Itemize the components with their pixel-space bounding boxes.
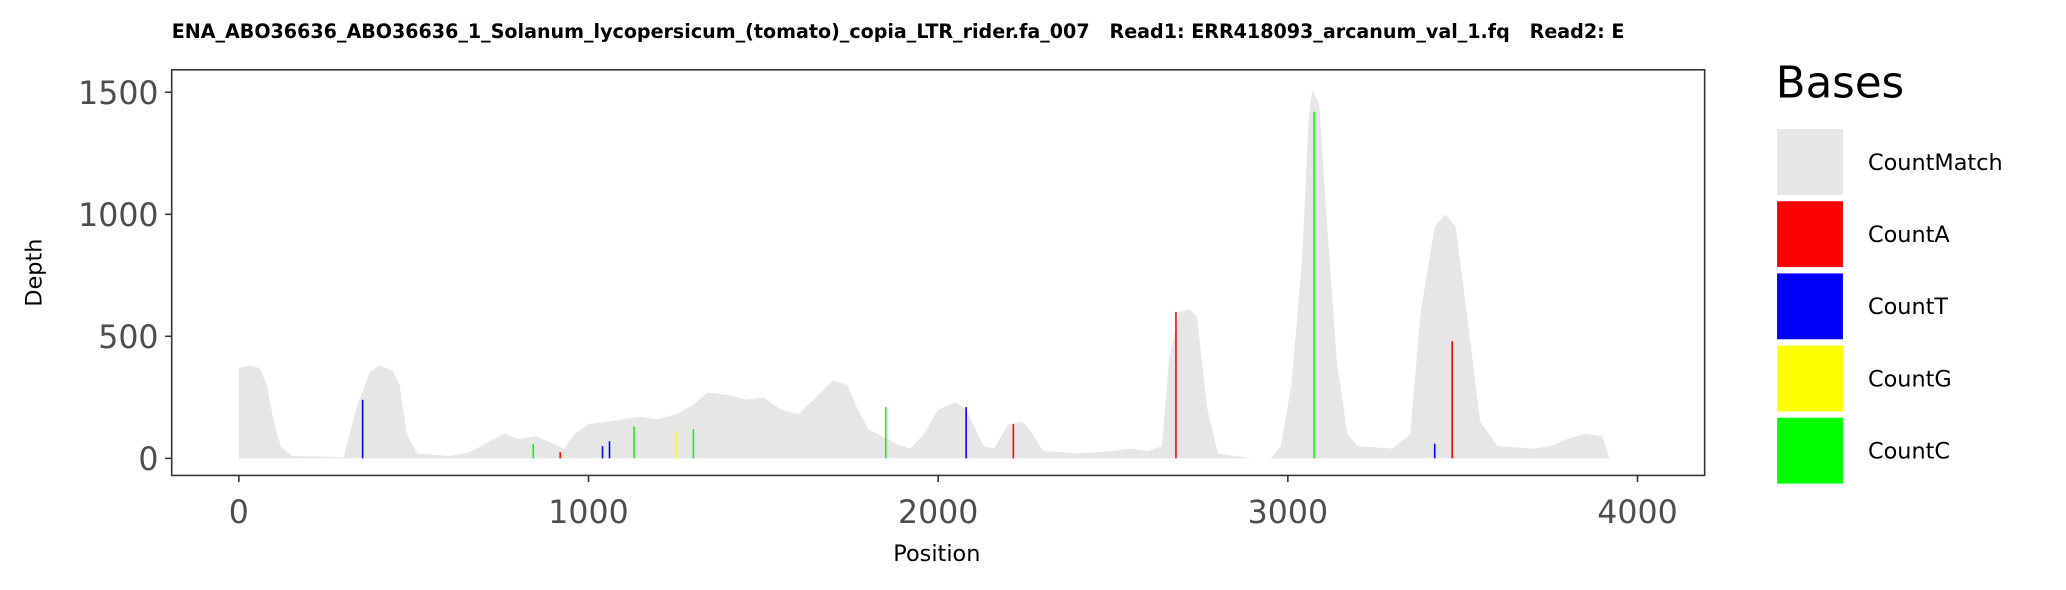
x-tick-label: 2000 <box>898 495 978 531</box>
y-tick-label: 500 <box>98 320 158 356</box>
legend-label: CountT <box>1868 294 1948 320</box>
legend-key <box>1777 417 1843 484</box>
legend-label: CountA <box>1868 222 1950 248</box>
x-tick-label: 4000 <box>1597 495 1677 531</box>
legend-key <box>1777 273 1843 340</box>
legend-label: CountC <box>1868 439 1950 465</box>
y-axis-title: Depth <box>21 239 47 307</box>
y-tick-label: 1000 <box>78 198 158 234</box>
legend-key <box>1777 201 1843 268</box>
x-tick-label: 1000 <box>548 495 628 531</box>
legend-key <box>1777 129 1843 195</box>
legend-key <box>1777 345 1843 412</box>
match-area <box>238 89 1610 459</box>
y-tick-label: 0 <box>138 442 158 478</box>
x-tick-label: 3000 <box>1248 495 1328 531</box>
legend-label: CountMatch <box>1868 150 2003 176</box>
legend-title: Bases <box>1776 58 1904 108</box>
y-tick-label: 1500 <box>78 76 158 112</box>
x-axis-title: Position <box>893 541 980 567</box>
legend-label: CountG <box>1868 366 1952 392</box>
x-tick-label: 0 <box>229 495 249 531</box>
chart-title: ENA_ABO36636_ABO36636_1_Solanum_lycopers… <box>172 20 1625 43</box>
plot-area <box>238 89 1610 459</box>
